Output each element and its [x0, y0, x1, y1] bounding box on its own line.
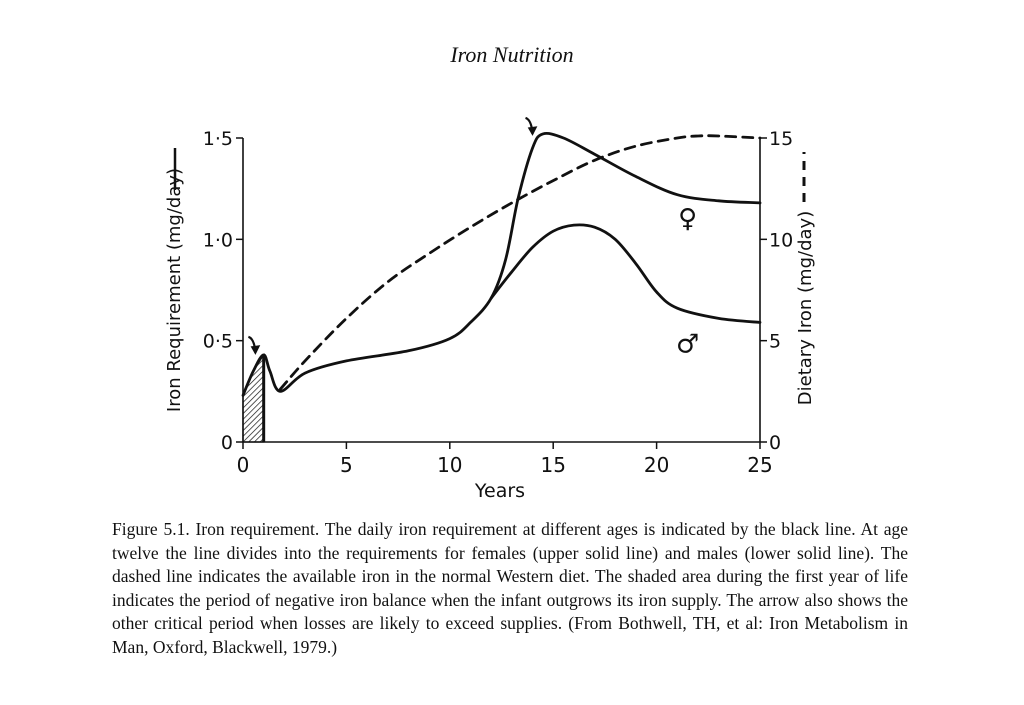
x-tick-label: 10	[437, 453, 462, 477]
y-axis-left-label: Iron Requirement (mg/day)	[164, 168, 185, 412]
y-left-tick-label: 0	[221, 432, 233, 454]
x-tick-label: 5	[340, 453, 353, 477]
figure-caption: Figure 5.1. Iron requirement. The daily …	[112, 518, 908, 659]
y-axis-right-label: Dietary Iron (mg/day)	[795, 211, 816, 405]
series-layer: ♀♂	[243, 118, 760, 396]
male-line	[491, 225, 760, 323]
x-tick-label: 0	[237, 453, 250, 477]
arrow-head	[529, 127, 537, 135]
y-right-tick-label: 0	[769, 432, 781, 454]
y-right-tick-label: 5	[769, 331, 781, 353]
male-symbol: ♂	[676, 330, 699, 360]
y-right-tick-label: 10	[769, 229, 793, 251]
x-tick-label: 20	[644, 453, 669, 477]
arrow-head	[251, 346, 259, 354]
female-symbol: ♀	[678, 204, 697, 234]
y-left-tick-label: 1·5	[203, 128, 233, 150]
x-tick-label: 15	[540, 453, 565, 477]
y-left-tick-label: 1·0	[203, 229, 233, 251]
y-right-tick-label: 15	[769, 128, 793, 150]
x-tick-label: 25	[747, 453, 772, 477]
x-axis-label: Years	[474, 480, 525, 502]
axes	[243, 138, 760, 442]
y-left-tick-label: 0·5	[203, 331, 233, 353]
